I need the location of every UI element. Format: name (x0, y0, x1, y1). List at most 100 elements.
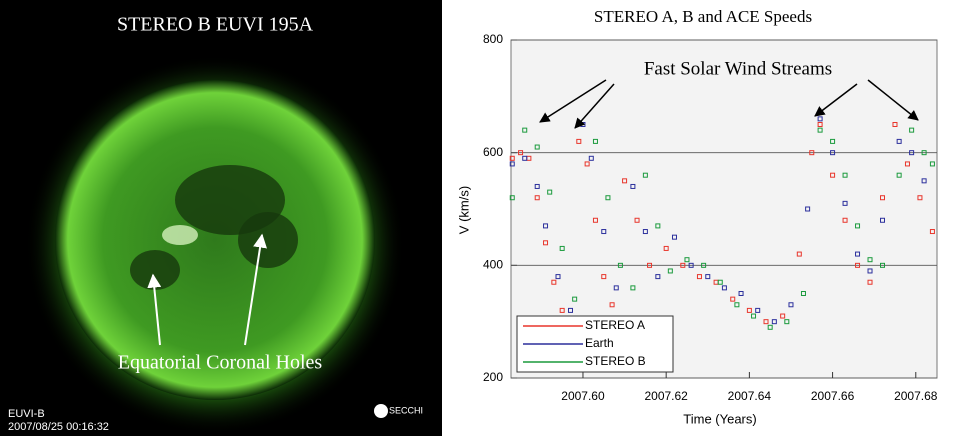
data-point (909, 150, 915, 156)
data-point (784, 319, 790, 325)
data-point (630, 285, 636, 291)
data-point (880, 262, 886, 268)
annotation-arrow (539, 79, 607, 123)
data-point (788, 302, 794, 308)
arrow (244, 233, 267, 346)
data-point (721, 285, 727, 291)
data-point (880, 217, 886, 223)
data-point (667, 268, 673, 274)
data-point (567, 307, 573, 313)
data-point (543, 240, 549, 246)
y-tick-label: 600 (483, 145, 503, 159)
data-point (543, 223, 549, 229)
data-point (522, 127, 528, 133)
data-point (817, 116, 823, 122)
data-point (642, 172, 648, 178)
logo-icon (374, 404, 388, 418)
data-point (518, 150, 524, 156)
data-point (617, 262, 623, 268)
data-point (921, 178, 927, 184)
data-point (805, 206, 811, 212)
active-region (162, 225, 198, 245)
data-point (867, 257, 873, 263)
data-point (929, 229, 935, 235)
data-point (892, 122, 898, 127)
y-tick-label: 400 (483, 258, 503, 272)
data-point (576, 138, 582, 144)
data-point (601, 274, 607, 280)
data-point (842, 217, 848, 223)
data-point (917, 195, 923, 201)
data-point (855, 223, 861, 229)
data-point (867, 268, 873, 274)
x-tick-label: 2007.60 (561, 389, 605, 403)
legend-label: STEREO B (585, 354, 646, 368)
data-point (909, 127, 915, 133)
data-point (534, 183, 540, 189)
data-point (800, 291, 806, 296)
data-point (896, 172, 902, 178)
data-point (904, 161, 910, 167)
data-point (588, 155, 594, 161)
data-point (771, 319, 777, 325)
data-point (738, 291, 744, 296)
data-point (734, 302, 740, 308)
y-tick-label: 800 (483, 32, 503, 46)
x-tick-label: 2007.64 (728, 389, 772, 403)
data-point (809, 150, 815, 156)
instrument-label: EUVI-B (8, 408, 45, 420)
data-point (605, 195, 611, 201)
x-tick-label: 2007.68 (894, 389, 938, 403)
data-point (509, 195, 515, 201)
sun-disk (55, 80, 375, 400)
annotation-arrow (867, 79, 919, 121)
image-title: STEREO B EUVI 195A (117, 14, 314, 36)
data-point (534, 144, 540, 150)
data-point (609, 302, 615, 308)
x-tick-label: 2007.62 (644, 389, 688, 403)
data-point (655, 223, 661, 229)
x-tick-label: 2007.66 (811, 389, 855, 403)
data-point (688, 262, 694, 268)
coronal-hole (130, 250, 180, 290)
data-point (780, 313, 786, 319)
annotation-arrow (814, 83, 858, 117)
data-point (572, 296, 578, 302)
data-point (855, 262, 861, 268)
data-point (880, 195, 886, 201)
data-point (896, 138, 902, 144)
x-axis-label: Time (Years) (683, 411, 756, 426)
data-point (755, 307, 761, 313)
data-point (830, 172, 836, 178)
chart-annotation: Fast Solar Wind Streams (644, 58, 832, 79)
legend-label: STEREO A (585, 318, 645, 332)
timestamp: 2007/08/25 00:16:32 (8, 421, 109, 433)
data-point (684, 257, 690, 263)
data-point (921, 150, 927, 156)
data-point (696, 274, 702, 280)
data-point (522, 155, 528, 161)
chart-title: STEREO A, B and ACE Speeds (594, 7, 812, 26)
data-point (830, 138, 836, 144)
data-point (767, 324, 773, 330)
data-point (705, 274, 711, 280)
image-annotation: Equatorial Coronal Holes (118, 352, 323, 374)
y-tick-label: 200 (483, 370, 503, 384)
legend-label: Earth (585, 336, 614, 350)
data-point (555, 274, 561, 280)
data-point (701, 262, 707, 268)
data-point (751, 313, 757, 319)
data-point (634, 217, 640, 223)
data-point (817, 127, 823, 133)
data-point (622, 178, 628, 184)
data-point (842, 172, 848, 178)
arrow (147, 273, 162, 346)
data-point (855, 251, 861, 257)
data-point (547, 189, 553, 195)
data-point (509, 155, 515, 161)
data-point (655, 274, 661, 280)
data-point (592, 138, 598, 144)
data-point (730, 296, 736, 302)
